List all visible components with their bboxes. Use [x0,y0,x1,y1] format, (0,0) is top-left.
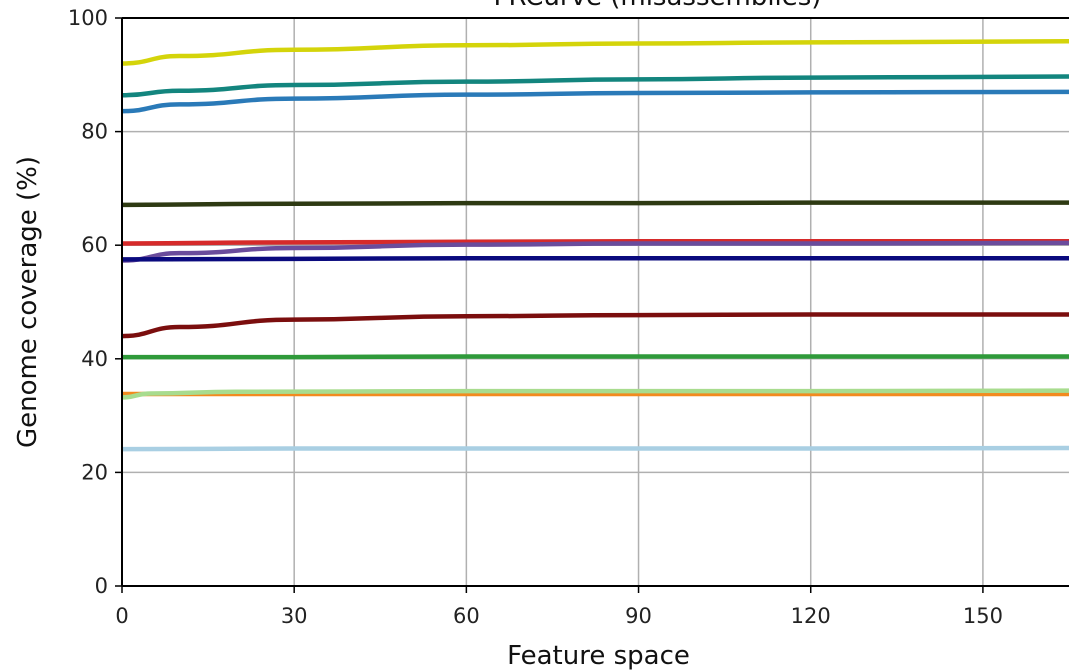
y-tick-label: 20 [81,460,108,484]
x-tick-label: 60 [453,604,480,628]
series-line [121,445,1069,452]
grid [122,17,1069,586]
series-line [121,74,1069,98]
x-tick-label: 30 [281,604,308,628]
x-axis-label: Feature space [507,641,690,671]
series-line [122,354,1069,360]
chart-title: FRCurve (misassemblies) [494,0,822,12]
y-tick-label: 100 [68,6,108,30]
series-line [121,388,1069,400]
x-tick-label: 90 [625,604,652,628]
y-tick-label: 0 [95,574,108,598]
series-line [121,200,1069,208]
series-line [121,256,1069,262]
x-tick-label: 0 [115,604,128,628]
series-line [121,312,1069,339]
y-axis-label: Genome coverage (%) [13,156,43,448]
axes [121,17,1069,587]
series-line [121,240,1069,263]
series-line [121,89,1069,114]
y-tick-label: 40 [81,347,108,371]
x-tick-label: 150 [963,604,1003,628]
series-lines [121,39,1069,452]
y-tick-label: 80 [81,120,108,144]
x-tick-label: 120 [791,604,831,628]
series-line [121,39,1069,66]
ticks: 0 30 60 90 120 150 0 20 40 60 80 100 [68,6,1003,628]
y-tick-label: 60 [81,233,108,257]
